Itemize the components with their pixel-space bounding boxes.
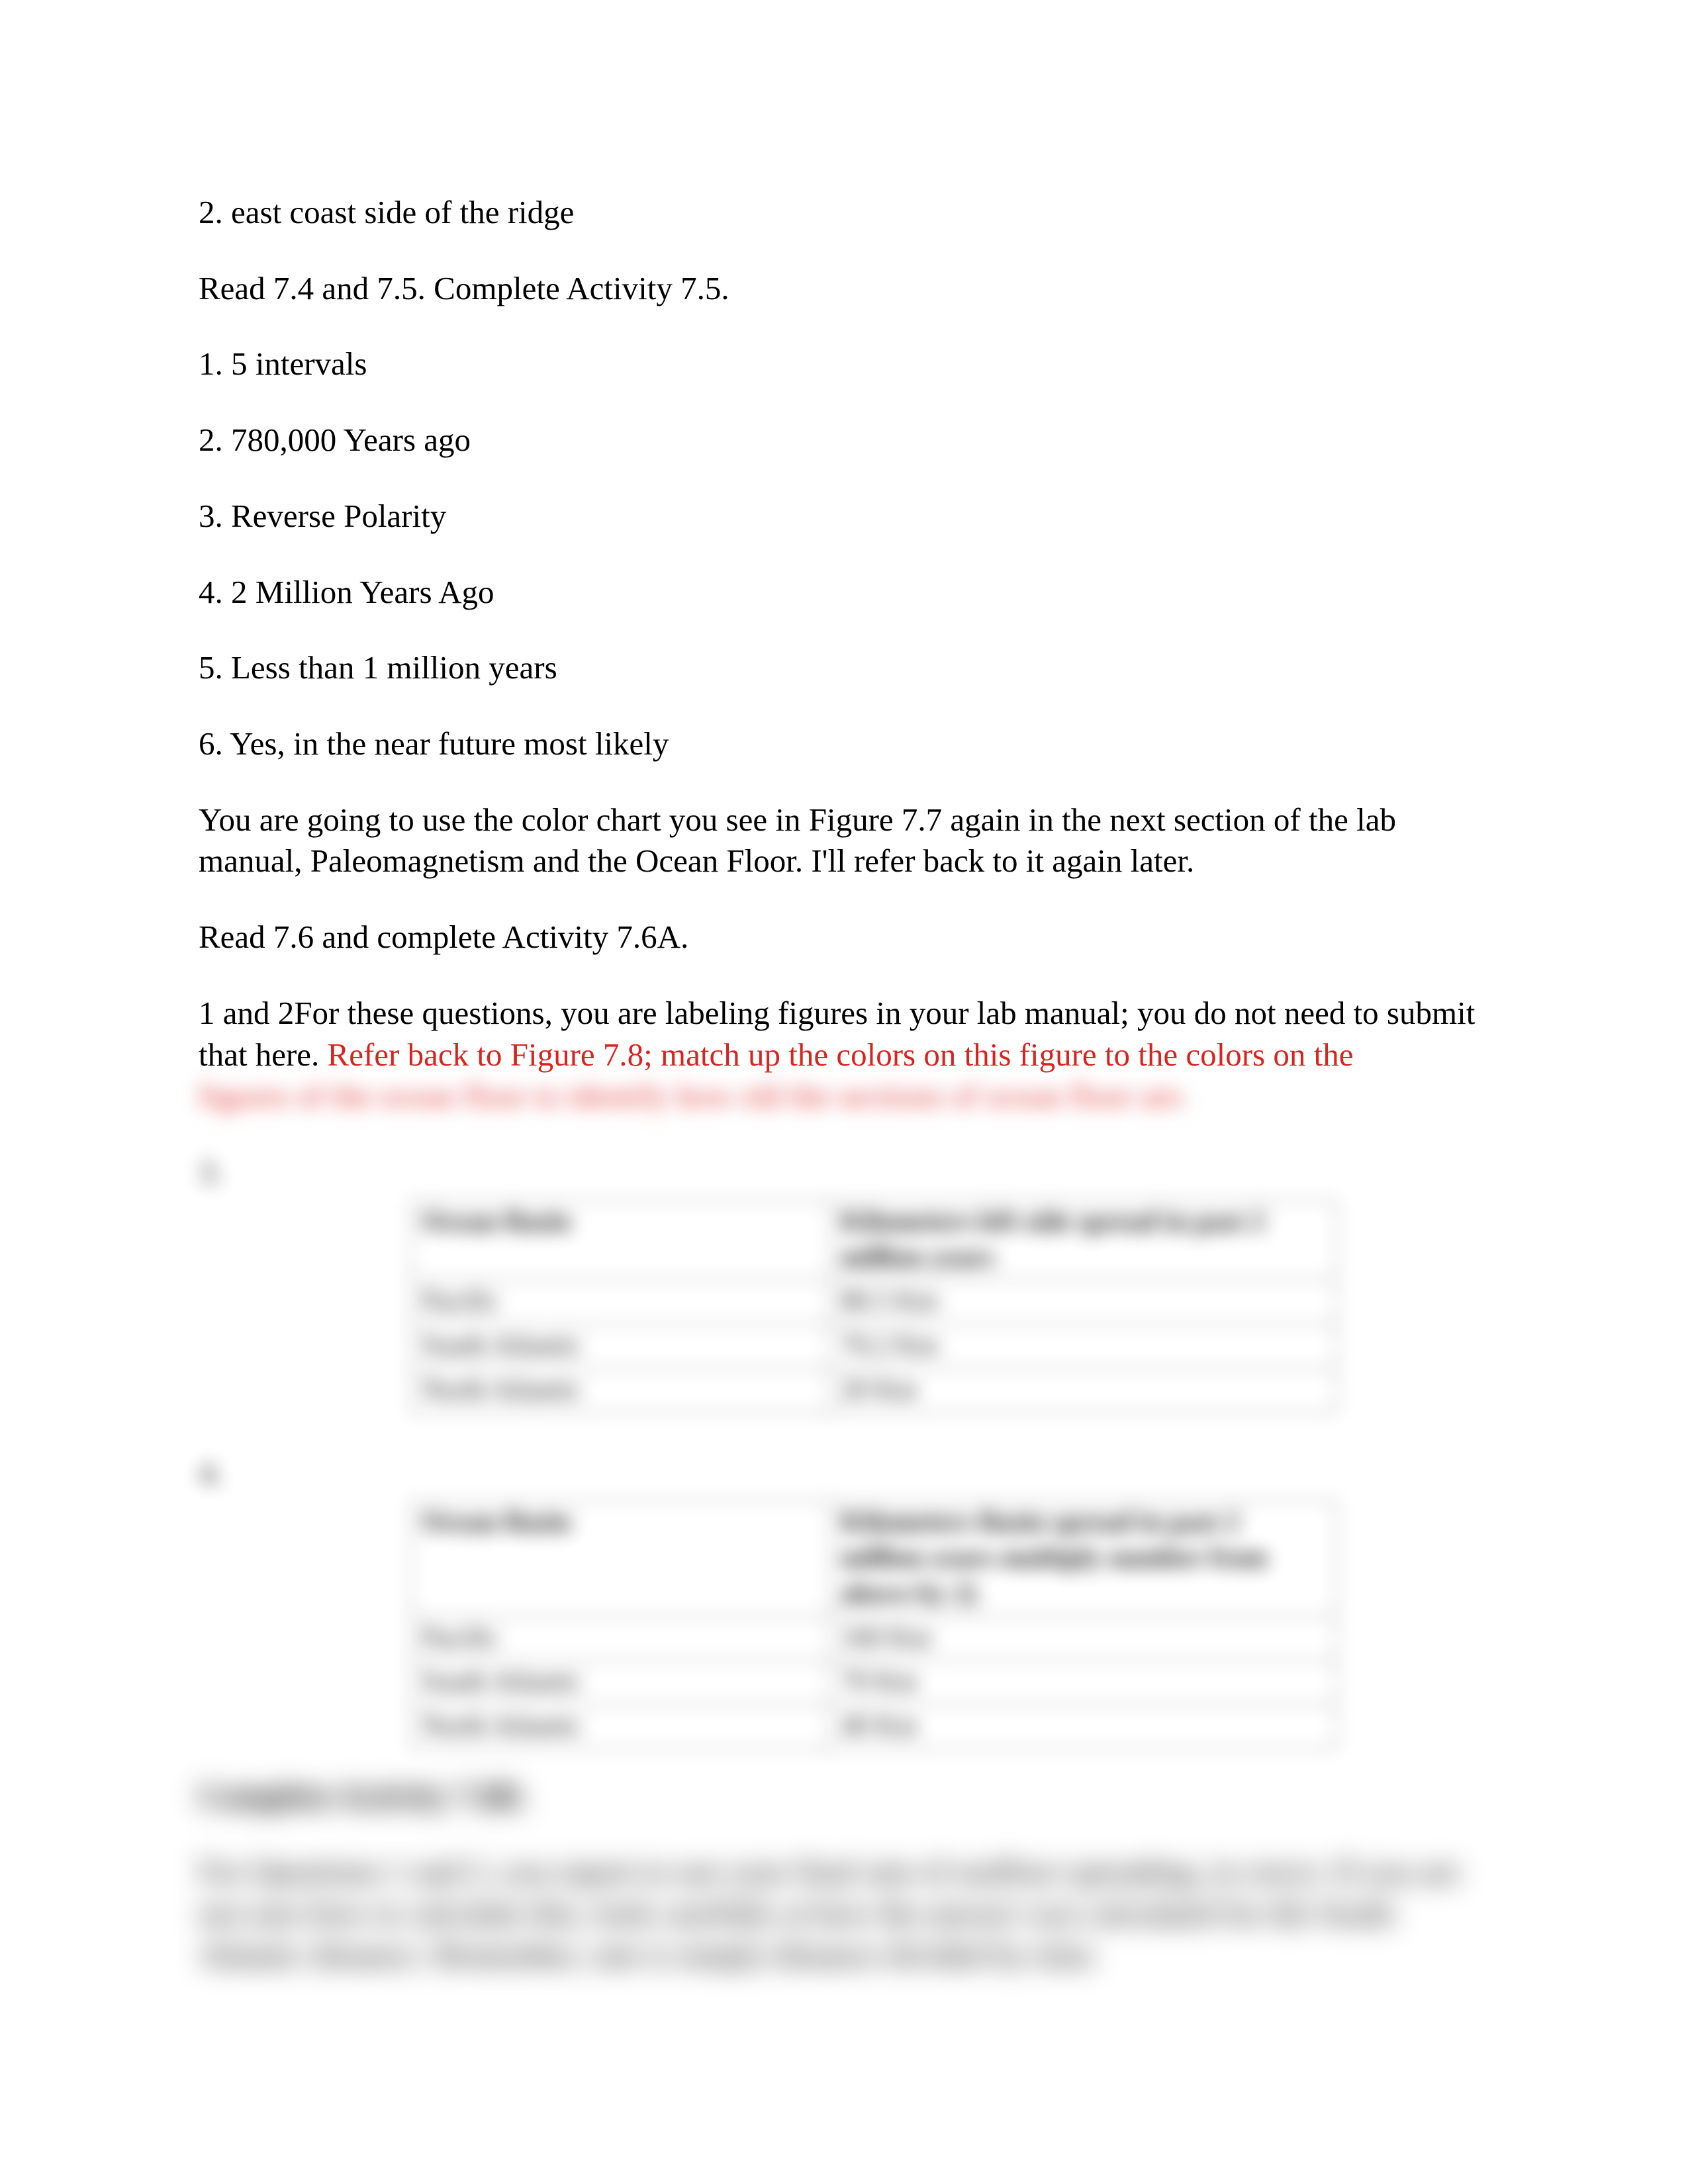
- table-cell: 40 Km: [830, 1705, 1337, 1749]
- paragraph-rate-calc: For Questions 1 and 2, you report to use…: [199, 1851, 1489, 1976]
- instruction-read-7-6: Read 7.6 and complete Activity 7.6A.: [199, 917, 1489, 958]
- table-row: South Atlantic 70 Km: [411, 1661, 1337, 1705]
- answer-item-1-intervals: 1. 5 intervals: [199, 343, 1489, 385]
- blurred-content-block-2: Complete Activity 7.6B. For Questions 1 …: [199, 1776, 1489, 1976]
- table-header-km-1a: Kilometers left side spread in past 2: [841, 1206, 1265, 1237]
- table-header-km-2: Kilometers Basin spread in past 2 millio…: [830, 1501, 1337, 1616]
- table-row: Pacific 160 Km: [411, 1616, 1337, 1661]
- table-row: Ocean Basin Kilometers Basin spread in p…: [411, 1501, 1337, 1616]
- table-row: Pacific 80.5 Km: [411, 1280, 1337, 1324]
- paragraph-labeling-red-2: figures of the ocean floor to identify h…: [199, 1077, 1188, 1114]
- answer-item-4-mya: 4. 2 Million Years Ago: [199, 572, 1489, 614]
- table-header-km-2c: above by 2): [841, 1578, 976, 1609]
- table-header-basin-2: Ocean Basin: [411, 1501, 830, 1616]
- table-ocean-basin-1: Ocean Basin Kilometers left side spread …: [410, 1200, 1337, 1413]
- table-cell: 160 Km: [830, 1616, 1337, 1661]
- label-4: 4.: [199, 1453, 1489, 1494]
- table-header-km-2a: Kilometers Basin spread in past 2: [841, 1507, 1239, 1537]
- table-cell: North Atlantic: [411, 1705, 830, 1749]
- blurred-content-block-1: 3. Ocean Basin Kilometers left side spre…: [199, 1152, 1489, 1749]
- table-row: North Atlantic 20 Km: [411, 1368, 1337, 1412]
- table-row: South Atlantic 70.2 Km: [411, 1324, 1337, 1369]
- table-cell: South Atlantic: [411, 1661, 830, 1705]
- table-cell: 80.5 Km: [830, 1280, 1337, 1324]
- table-header-basin-1: Ocean Basin: [411, 1200, 830, 1280]
- paragraph-color-chart: You are going to use the color chart you…: [199, 799, 1489, 882]
- answer-item-2: 2. east coast side of the ridge: [199, 192, 1489, 234]
- instruction-complete-7-6b: Complete Activity 7.6B.: [199, 1776, 1489, 1817]
- answer-item-3-polarity: 3. Reverse Polarity: [199, 496, 1489, 537]
- table-cell: Pacific: [411, 1280, 830, 1324]
- answer-item-5-less-than: 5. Less than 1 million years: [199, 647, 1489, 689]
- instruction-read-7-4-7-5: Read 7.4 and 7.5. Complete Activity 7.5.: [199, 268, 1489, 310]
- table-cell: North Atlantic: [411, 1368, 830, 1412]
- table-header-km-1: Kilometers left side spread in past 2 mi…: [830, 1200, 1337, 1280]
- document-page: 2. east coast side of the ridge Read 7.4…: [0, 0, 1688, 2184]
- table-cell: South Atlantic: [411, 1324, 830, 1369]
- table-cell: 20 Km: [830, 1368, 1337, 1412]
- table-row: Ocean Basin Kilometers left side spread …: [411, 1200, 1337, 1280]
- table-cell: Pacific: [411, 1616, 830, 1661]
- table-row: North Atlantic 40 Km: [411, 1705, 1337, 1749]
- table-ocean-basin-2: Ocean Basin Kilometers Basin spread in p…: [410, 1500, 1337, 1749]
- table-cell: 70.2 Km: [830, 1324, 1337, 1369]
- answer-item-2-years: 2. 780,000 Years ago: [199, 420, 1489, 461]
- paragraph-labeling-figures: 1 and 2For these questions, you are labe…: [199, 993, 1489, 1117]
- label-3: 3.: [199, 1152, 1489, 1193]
- table-header-km-2b: million years multiply number from: [841, 1543, 1268, 1573]
- answer-item-6-yes: 6. Yes, in the near future most likely: [199, 723, 1489, 765]
- table-cell: 70 Km: [830, 1661, 1337, 1705]
- table-header-km-1b: million years: [841, 1242, 994, 1273]
- paragraph-labeling-red-1: Refer back to Figure 7.8; match up the c…: [328, 1036, 1354, 1073]
